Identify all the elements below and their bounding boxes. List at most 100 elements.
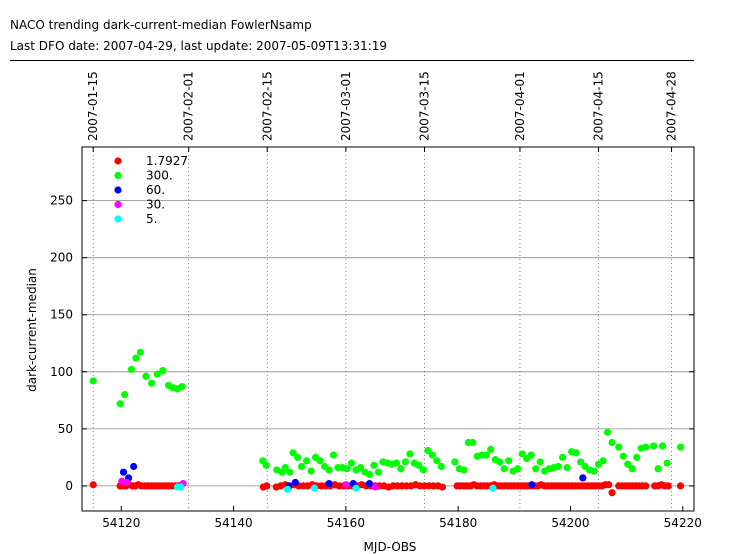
- data-point: [307, 467, 315, 475]
- data-point: [563, 464, 571, 472]
- data-point: [121, 391, 129, 399]
- legend-marker: [114, 215, 122, 223]
- data-point: [127, 365, 136, 374]
- date-tick-label: 2007-04-15: [592, 71, 606, 141]
- x-tick-label: 54160: [327, 516, 365, 530]
- data-point: [496, 458, 504, 466]
- data-point: [406, 450, 414, 458]
- data-point: [608, 438, 616, 447]
- date-tick-label: 2007-04-01: [513, 71, 527, 141]
- chart-subtitle: Last DFO date: 2007-04-29, last update: …: [10, 39, 388, 53]
- data-point: [514, 465, 522, 473]
- data-point: [347, 459, 356, 467]
- data-point: [437, 462, 445, 471]
- data-point: [316, 457, 324, 465]
- data-point: [374, 468, 383, 476]
- y-tick-label: 250: [50, 194, 73, 208]
- date-tick-label: 2007-02-01: [182, 71, 196, 141]
- legend-marker: [114, 186, 122, 194]
- data-point: [329, 451, 338, 459]
- data-point: [281, 464, 289, 472]
- data-point: [89, 481, 97, 489]
- x-tick-label: 54220: [664, 516, 702, 530]
- legend-marker: [114, 171, 122, 180]
- data-point: [615, 443, 623, 451]
- data-point: [424, 446, 432, 455]
- data-point: [352, 484, 360, 492]
- data-point: [619, 452, 627, 460]
- y-axis-label: dark-current-median: [25, 268, 39, 392]
- data-point: [148, 379, 156, 387]
- data-point: [433, 457, 441, 465]
- grid-lines: [82, 147, 694, 511]
- data-point: [342, 481, 350, 489]
- data-point: [294, 453, 302, 461]
- data-point: [572, 449, 580, 457]
- y-tick-label: 200: [50, 251, 73, 265]
- date-tick-label: 2007-03-15: [417, 71, 431, 141]
- data-point: [263, 482, 271, 490]
- x-axis-ticks: 54120 54140 54160 54180 54200 54220: [102, 506, 702, 530]
- header-rule: [10, 60, 694, 61]
- data-point: [365, 470, 374, 479]
- data-point: [343, 465, 351, 473]
- data-point: [262, 461, 270, 469]
- x-tick-label: 54200: [551, 516, 589, 530]
- data-point: [469, 438, 477, 447]
- data-point: [518, 450, 526, 458]
- data-point: [608, 489, 616, 497]
- data-point: [291, 478, 299, 487]
- data-point: [356, 464, 365, 472]
- data-point: [642, 443, 650, 451]
- data-point: [401, 458, 410, 466]
- date-axis-ticks: 2007-01-15 2007-02-01 2007-02-15 2007-03-01…: [86, 71, 679, 152]
- legend-marker: [114, 157, 122, 165]
- data-point: [642, 482, 650, 490]
- data-point: [286, 468, 294, 476]
- data-point: [559, 453, 567, 461]
- y-tick-label: 100: [50, 365, 73, 379]
- data-point: [451, 458, 459, 466]
- data-point: [123, 478, 131, 487]
- data-point: [302, 457, 311, 465]
- data-point: [579, 474, 587, 482]
- data-point: [500, 465, 508, 473]
- data-point: [283, 485, 292, 493]
- data-point: [527, 451, 535, 459]
- data-point: [132, 354, 140, 362]
- data-point: [654, 465, 662, 473]
- data-point: [532, 465, 540, 473]
- x-axis-label: MJD-OBS: [364, 540, 417, 554]
- chart-title: NACO trending dark-current-median Fowler…: [10, 18, 312, 32]
- data-point: [628, 465, 636, 473]
- y-tick-label: 0: [65, 479, 73, 493]
- data-point: [297, 462, 306, 471]
- data-point: [178, 383, 186, 391]
- data-point: [590, 467, 598, 475]
- y-tick-label: 50: [58, 422, 73, 436]
- data-point: [116, 400, 124, 408]
- x-tick-label: 54140: [215, 516, 253, 530]
- legend-label: 60.: [146, 183, 165, 197]
- legend-marker: [114, 200, 122, 209]
- data-point: [142, 372, 150, 380]
- data-point: [624, 460, 632, 468]
- data-point: [289, 449, 297, 457]
- data-point: [605, 481, 613, 489]
- data-point: [310, 484, 319, 492]
- data-point: [365, 480, 374, 488]
- data-point: [658, 442, 667, 450]
- data-point: [136, 348, 144, 356]
- date-tick-label: 2007-03-01: [339, 71, 353, 141]
- data-point: [177, 483, 185, 491]
- data-point: [460, 466, 468, 474]
- data-point: [676, 443, 685, 451]
- data-point: [392, 459, 401, 467]
- data-point: [528, 481, 536, 489]
- data-point: [370, 461, 378, 469]
- data-point: [397, 465, 405, 473]
- y-tick-label: 150: [50, 308, 73, 322]
- data-point: [487, 445, 495, 453]
- x-tick-label: 54120: [102, 516, 140, 530]
